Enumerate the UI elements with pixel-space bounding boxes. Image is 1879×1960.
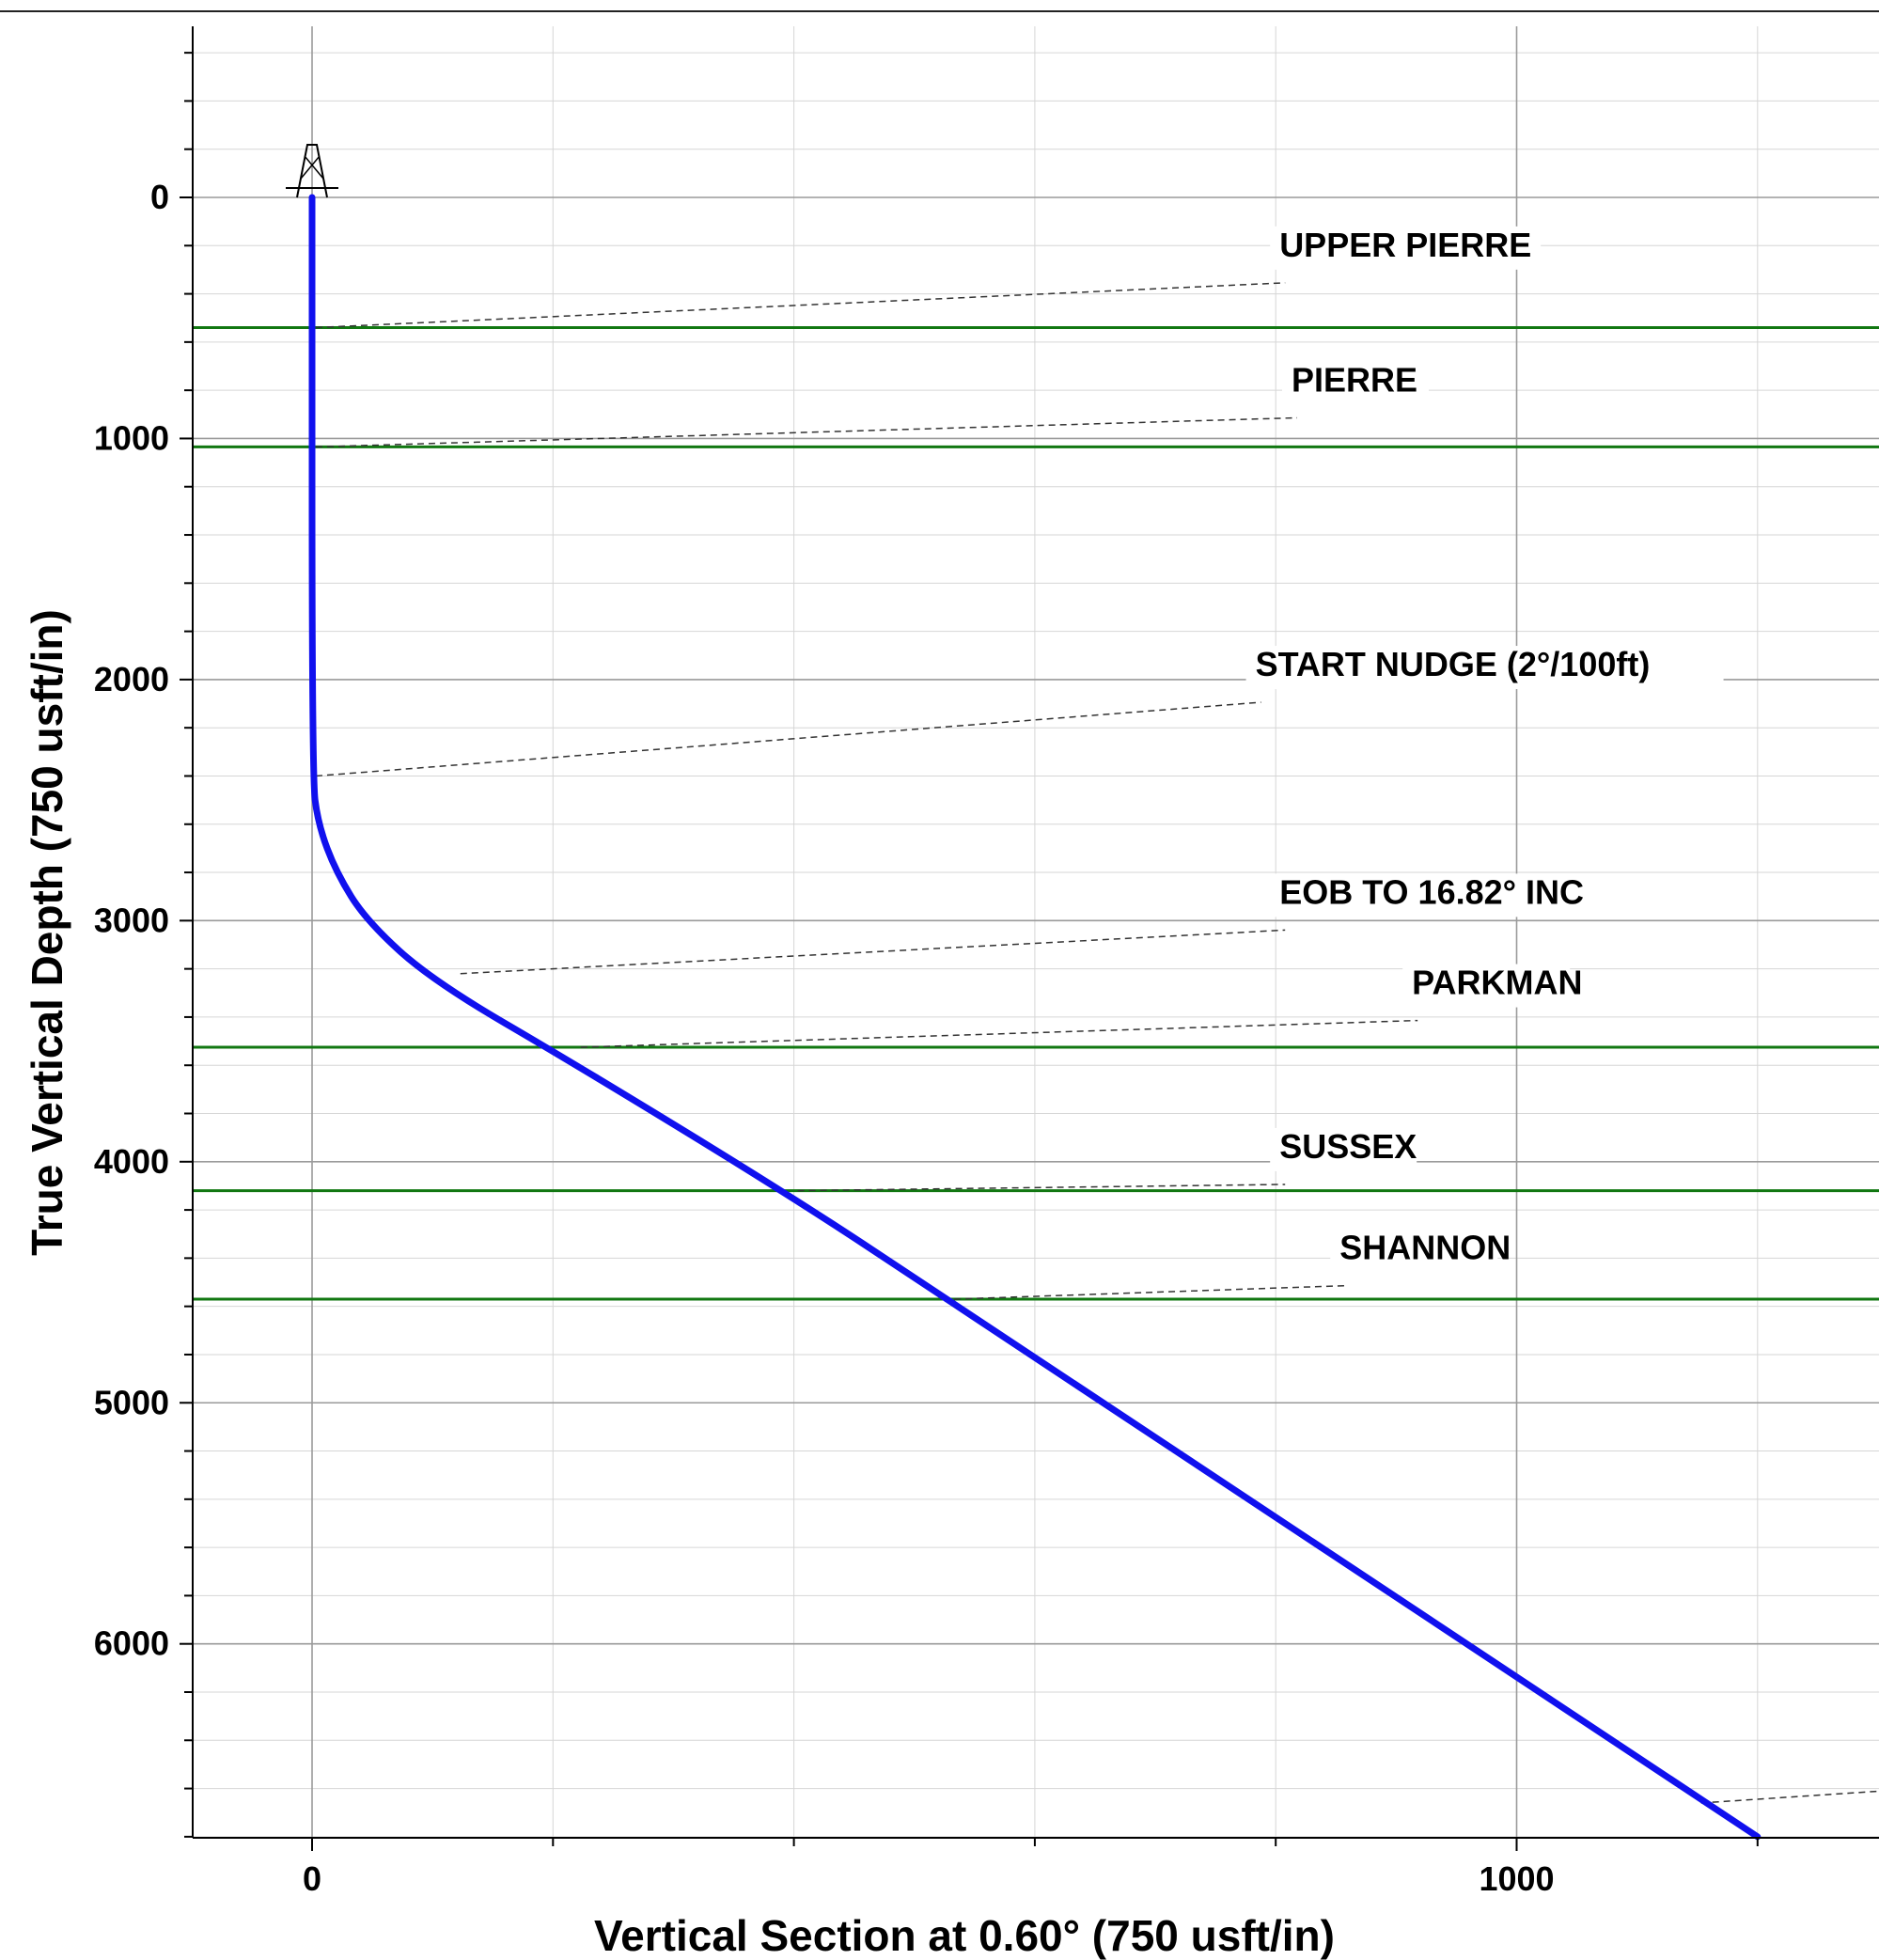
annotation-leader [315,282,1286,329]
y-tick-labels: 0 1000 2000 3000 4000 5000 6000 [94,178,169,1663]
annotation-leader [460,929,1286,975]
annotation-label: START NUDGE (2°/100ft) [1256,645,1651,683]
annotation-label: SHANNON [1339,1229,1511,1267]
annotation-bg [1330,1229,1498,1273]
annotation-leader [315,416,1298,448]
major-grid [193,26,1879,1838]
rig-brace [304,155,324,180]
rig-brace [300,155,321,180]
annotation-bg [1245,646,1724,690]
minor-grid [193,26,1879,1838]
y-tick-label: 2000 [94,660,169,698]
y-tick-label: 6000 [94,1624,169,1663]
annotations: UPPER PIERRE PIERRE START NUDGE (2°/100ft)… [1245,226,1724,1273]
annotation-leader [954,1284,1346,1300]
annotation-label: UPPER PIERRE [1279,226,1531,264]
well-path-line [308,194,1762,1841]
drilling-rig-icon [286,144,338,198]
annotation-leaders [315,282,1879,1804]
y-tick-label: 1000 [94,418,169,457]
well-path [308,194,1762,1841]
rig-derrick [296,144,328,198]
annotation-bg [1402,964,1571,1008]
x-axis-title: Vertical Section at 0.60° (750 usft/in) [594,1911,1335,1960]
axes [192,26,1879,1839]
annotation-leader [1700,1790,1879,1804]
x-tick-label: 0 [303,1859,321,1898]
x-tick-label: 1000 [1479,1859,1554,1898]
annotation-label: SUSSEX [1279,1127,1417,1166]
annotation-label: EOB TO 16.82° INC [1279,872,1584,911]
y-axis-title: True Vertical Depth (750 usft/in) [23,609,71,1256]
y-tick-label: 0 [150,178,169,216]
axis-ticks [180,52,1759,1851]
annotation-label: PIERRE [1292,360,1417,399]
annotation-leader [797,1184,1286,1192]
annotation-leader [315,701,1261,777]
annotation-label: PARKMAN [1412,964,1582,1002]
annotation-bg [1270,226,1542,270]
y-tick-label: 5000 [94,1383,169,1421]
formation-tops [193,325,1879,1301]
annotation-bg [1282,361,1430,405]
annotation-bg [1270,873,1645,917]
y-tick-label: 4000 [94,1142,169,1181]
annotation-leader [580,1019,1418,1048]
annotation-bg [1270,1127,1417,1171]
y-tick-label: 3000 [94,901,169,939]
